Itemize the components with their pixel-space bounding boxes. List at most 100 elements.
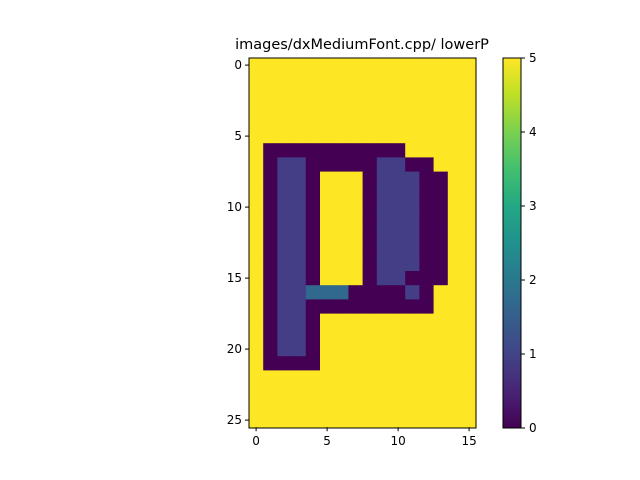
- heatmap-cell: [334, 384, 349, 400]
- x-axis: 0 5 10 15: [252, 427, 477, 448]
- heatmap-cell: [305, 86, 321, 101]
- heatmap-cell: [348, 200, 363, 215]
- heatmap-cell: [405, 356, 420, 371]
- y-tick-label: 10: [227, 200, 242, 214]
- heatmap-cell: [348, 356, 363, 371]
- heatmap-cell: [391, 256, 406, 272]
- heatmap-cell: [405, 342, 420, 357]
- heatmap-cell: [277, 313, 292, 329]
- heatmap-cell: [291, 129, 307, 144]
- heatmap-cell: [362, 299, 378, 314]
- heatmap-cell: [405, 214, 420, 229]
- heatmap-cell: [391, 200, 406, 215]
- heatmap-cell: [291, 342, 307, 357]
- heatmap-cell: [405, 398, 420, 414]
- y-tick-label: 15: [227, 271, 242, 285]
- heatmap-cell: [348, 313, 363, 329]
- heatmap-cell: [320, 114, 335, 130]
- heatmap-cell: [334, 58, 349, 73]
- heatmap-cell: [433, 114, 449, 130]
- heatmap-cell: [305, 214, 321, 229]
- heatmap-cell: [291, 413, 307, 428]
- heatmap-cell: [263, 200, 278, 215]
- heatmap-cell: [305, 356, 321, 371]
- heatmap-cell: [277, 299, 292, 314]
- heatmap-cell: [462, 214, 477, 229]
- heatmap-cell: [305, 200, 321, 215]
- heatmap-cell: [447, 185, 463, 201]
- heatmap-cell: [405, 256, 420, 272]
- heatmap-cell: [305, 185, 321, 201]
- heatmap-cell: [362, 200, 378, 215]
- heatmap-cell: [462, 114, 477, 130]
- heatmap-cell: [433, 384, 449, 400]
- heatmap-cell: [334, 214, 349, 229]
- heatmap-cell: [462, 398, 477, 414]
- heatmap-cell: [433, 143, 449, 158]
- heatmap-cell: [334, 271, 349, 286]
- heatmap-cell: [405, 185, 420, 201]
- heatmap-cell: [348, 171, 363, 187]
- heatmap-cell: [462, 384, 477, 400]
- heatmap-cell: [447, 370, 463, 385]
- x-tick-label: 5: [323, 434, 331, 448]
- heatmap-cell: [320, 327, 335, 343]
- heatmap-cell: [362, 185, 378, 201]
- heatmap-cell: [334, 313, 349, 329]
- heatmap-cell: [391, 327, 406, 343]
- heatmap-cell: [277, 86, 292, 101]
- heatmap-cell: [405, 242, 420, 258]
- heatmap-cell: [334, 256, 349, 272]
- colorbar-tick-label: 1: [529, 347, 537, 361]
- heatmap-cell: [263, 413, 278, 428]
- heatmap-cell: [376, 157, 392, 172]
- heatmap-cell: [320, 58, 335, 73]
- heatmap-cell: [305, 271, 321, 286]
- heatmap-cell: [362, 384, 378, 400]
- heatmap-cell: [263, 384, 278, 400]
- heatmap-cell: [391, 143, 406, 158]
- heatmap-cell: [419, 200, 434, 215]
- heatmap-cell: [334, 185, 349, 201]
- heatmap-cell: [249, 384, 264, 400]
- heatmap-cells: [249, 58, 477, 428]
- heatmap-cell: [405, 114, 420, 130]
- heatmap-cell: [433, 242, 449, 258]
- heatmap-cell: [291, 384, 307, 400]
- heatmap-cell: [391, 157, 406, 172]
- colorbar: [502, 57, 522, 429]
- heatmap-cell: [391, 185, 406, 201]
- heatmap-cell: [433, 86, 449, 101]
- heatmap-cell: [362, 86, 378, 101]
- heatmap-cell: [419, 143, 434, 158]
- heatmap-cell: [263, 327, 278, 343]
- heatmap-cell: [391, 228, 406, 243]
- heatmap-cell: [348, 327, 363, 343]
- heatmap-cell: [362, 242, 378, 258]
- heatmap-cell: [320, 157, 335, 172]
- heatmap-cell: [263, 228, 278, 243]
- heatmap-cell: [419, 100, 434, 116]
- heatmap-cell: [320, 72, 335, 87]
- heatmap-cell: [447, 228, 463, 243]
- heatmap-cell: [320, 398, 335, 414]
- heatmap-cell: [462, 228, 477, 243]
- heatmap-cell: [447, 129, 463, 144]
- heatmap-cell: [320, 200, 335, 215]
- heatmap-cell: [291, 114, 307, 130]
- heatmap-cell: [291, 157, 307, 172]
- heatmap-cell: [320, 242, 335, 258]
- heatmap-cell: [334, 299, 349, 314]
- heatmap-cell: [447, 100, 463, 116]
- heatmap-cell: [277, 256, 292, 272]
- heatmap-cell: [391, 58, 406, 73]
- heatmap-cell: [334, 370, 349, 385]
- heatmap-cell: [263, 271, 278, 286]
- heatmap-cell: [391, 271, 406, 286]
- heatmap-cell: [362, 171, 378, 187]
- heatmap-cell: [348, 398, 363, 414]
- heatmap-cell: [305, 58, 321, 73]
- heatmap-cell: [277, 171, 292, 187]
- heatmap-cell: [391, 370, 406, 385]
